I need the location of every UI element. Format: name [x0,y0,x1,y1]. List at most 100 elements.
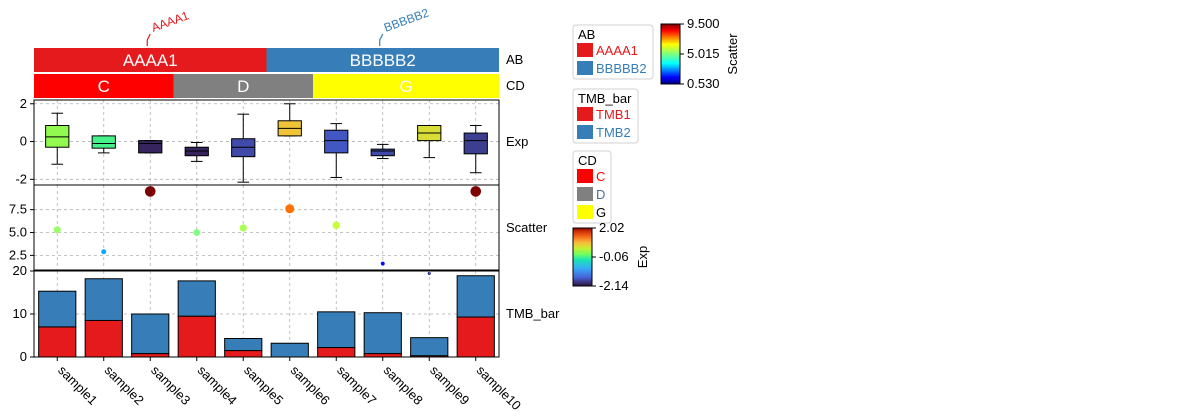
y-tick-label: 0 [20,349,27,364]
x-tick-label: sample5 [241,363,286,408]
tmb-bar-segment [363,312,402,355]
y-tick-label: 2 [20,96,27,111]
tmb-bar-panel: 0 10 20 TMB_bar [13,263,561,364]
legend-swatch [577,107,593,121]
callout-line [379,33,384,46]
colorbar-tick-label: -0.06 [599,249,629,264]
ab-block-label: BBBBB2 [350,51,416,70]
tmb-bar-segment [410,337,449,357]
scatter-panel: 2.5 5.0 7.5 Scatter [9,184,548,275]
legend-item-label: AAAA1 [596,43,638,58]
y-tick-label: 10 [13,306,27,321]
legend-item-label: D [596,187,605,202]
ab-track-label: AB [506,52,523,67]
legend-swatch [577,61,593,75]
legend-title: TMB_bar [578,91,632,106]
scatter-point [144,186,156,197]
y-tick-label: 20 [13,263,27,278]
y-tick-label: 7.5 [9,202,27,217]
legend-swatch [577,125,593,139]
x-tick-label: sample1 [55,363,100,408]
exp-track-label: Exp [506,134,528,149]
y-tick-label: -2 [15,171,27,186]
scatter-point [239,224,247,232]
x-tick-label: sample2 [102,363,147,408]
exp-boxplot-panel: 2 0 -2 Exp [15,96,528,187]
scatter-track-label: Scatter [506,220,548,235]
tmb-bar-segment [363,353,402,358]
legend-item-label: G [596,205,606,220]
box [91,135,116,149]
legend-area: ABAAAA1BBBBB2TMB_barTMB1TMB2CDCDG9.5005.… [572,16,740,293]
box [463,132,488,155]
legend-swatch [577,169,593,183]
legend-item-label: BBBBB2 [596,61,647,76]
callout-label: BBBBB2 [382,6,431,35]
y-tick-label: 5.0 [9,225,27,240]
cd-track-label: CD [506,78,525,93]
legend-title: AB [578,27,595,42]
scatter-point [470,186,482,197]
x-tick-label: sample4 [195,363,240,408]
tmb-bar-segment [456,275,495,318]
tmb-bar-segment [317,347,356,358]
colorbar-tick-label: 9.500 [687,16,720,31]
colorbar-tick-label: 0.530 [687,76,720,91]
scatter-point [53,226,61,234]
x-tick-label: sample3 [148,363,193,408]
colorbar-tick-label: 2.02 [599,220,624,235]
ab-block [34,48,267,72]
tmb-bar-segment [456,316,495,358]
legend-item-label: TMB1 [596,107,631,122]
tmb-bar-segment [131,353,170,358]
cd-block-label: G [399,77,412,96]
tmb-bar-segment [84,278,123,321]
tmb-bar-segment [317,311,356,349]
legend-swatch [577,205,593,219]
box [138,140,163,154]
y-tick-label: 2.5 [9,247,27,262]
scatter-point [101,249,107,255]
scatter-point [285,204,295,214]
ab-block [266,48,499,72]
callout-label: AAAA1 [149,8,190,34]
tmb-bar-segment [270,342,309,358]
legend-swatch [577,43,593,57]
tmb-bar-segment [224,338,263,352]
legend-item-label: TMB2 [596,125,631,140]
scatter-colorbar [660,23,681,85]
x-tick-label: sample6 [288,363,333,408]
scatter-panel-frame [33,184,500,271]
legend-swatch [577,187,593,201]
tmb-bar-segment [177,280,216,317]
legend-item-label: C [596,169,605,184]
tmb-bar-segment [177,315,216,358]
cd-block [173,74,313,98]
scatter-point [332,221,340,229]
box [370,148,395,157]
legend-title: CD [578,153,597,168]
cd-block-label: C [98,77,110,96]
cd-block [34,74,174,98]
tmb-bar-segment [84,319,123,358]
scatter-point [193,229,201,236]
callout-line [146,33,151,46]
tmb-track-label: TMB_bar [506,306,560,321]
x-tick-label: sample10 [474,363,524,413]
x-tick-label: sample9 [427,363,472,408]
y-tick-label: 0 [20,134,27,149]
x-tick-label: sample7 [334,363,379,408]
colorbar-tick-label: 5.015 [687,46,720,61]
sample-labels: sample1 sample2 sample3 sample4 sample5 sampl… [55,357,524,413]
scatter-colorbar-label: Scatter [725,33,740,75]
cd-block [313,74,499,98]
ab-block-label: AAAA1 [123,51,178,70]
colorbar-tick-label: -2.14 [599,278,629,293]
cd-block-label: D [237,77,249,96]
tmb-bar-segment [38,290,77,328]
exp-colorbar [572,227,593,287]
box [324,129,349,154]
tmb-bar-segment [224,350,263,358]
exp-colorbar-label: Exp [635,246,650,268]
